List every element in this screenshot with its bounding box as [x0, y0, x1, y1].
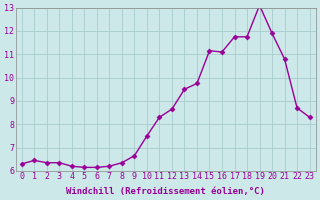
X-axis label: Windchill (Refroidissement éolien,°C): Windchill (Refroidissement éolien,°C)	[66, 187, 265, 196]
